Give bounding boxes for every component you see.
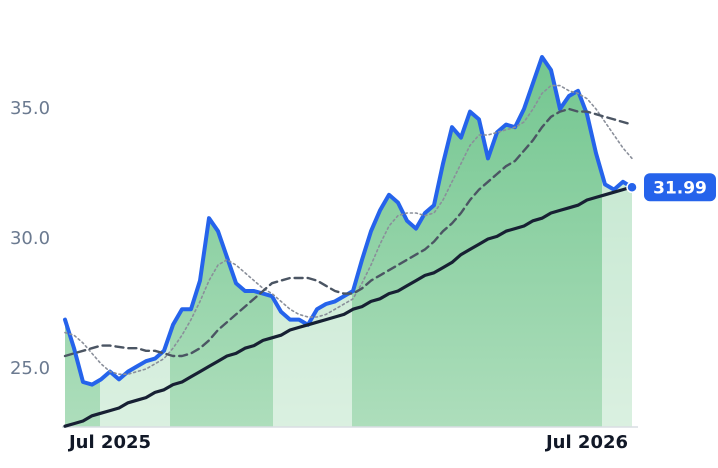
area-layer — [65, 57, 632, 427]
period-shade — [273, 20, 352, 427]
label-layer: 25.0 30.0 35.0 Jul 2025 Jul 2026 31.99 — [10, 98, 716, 453]
price-area — [65, 57, 632, 427]
moving-average-line — [64, 84, 633, 375]
last-value-badge — [644, 173, 716, 202]
y-tick-label: 30.0 — [10, 228, 50, 249]
y-tick-label: 35.0 — [10, 98, 50, 119]
shading — [100, 20, 634, 427]
line-layer — [63, 55, 634, 428]
period-shade — [100, 20, 170, 427]
moving-average-line — [63, 107, 634, 358]
period-shade — [602, 20, 634, 427]
moving-average-line — [63, 185, 634, 428]
y-tick-label: 25.0 — [10, 358, 50, 379]
x-tick-label: Jul 2025 — [67, 432, 151, 453]
last-point — [626, 181, 638, 194]
x-tick-label: Jul 2026 — [544, 432, 628, 453]
last-value-label: 31.99 — [653, 178, 707, 198]
